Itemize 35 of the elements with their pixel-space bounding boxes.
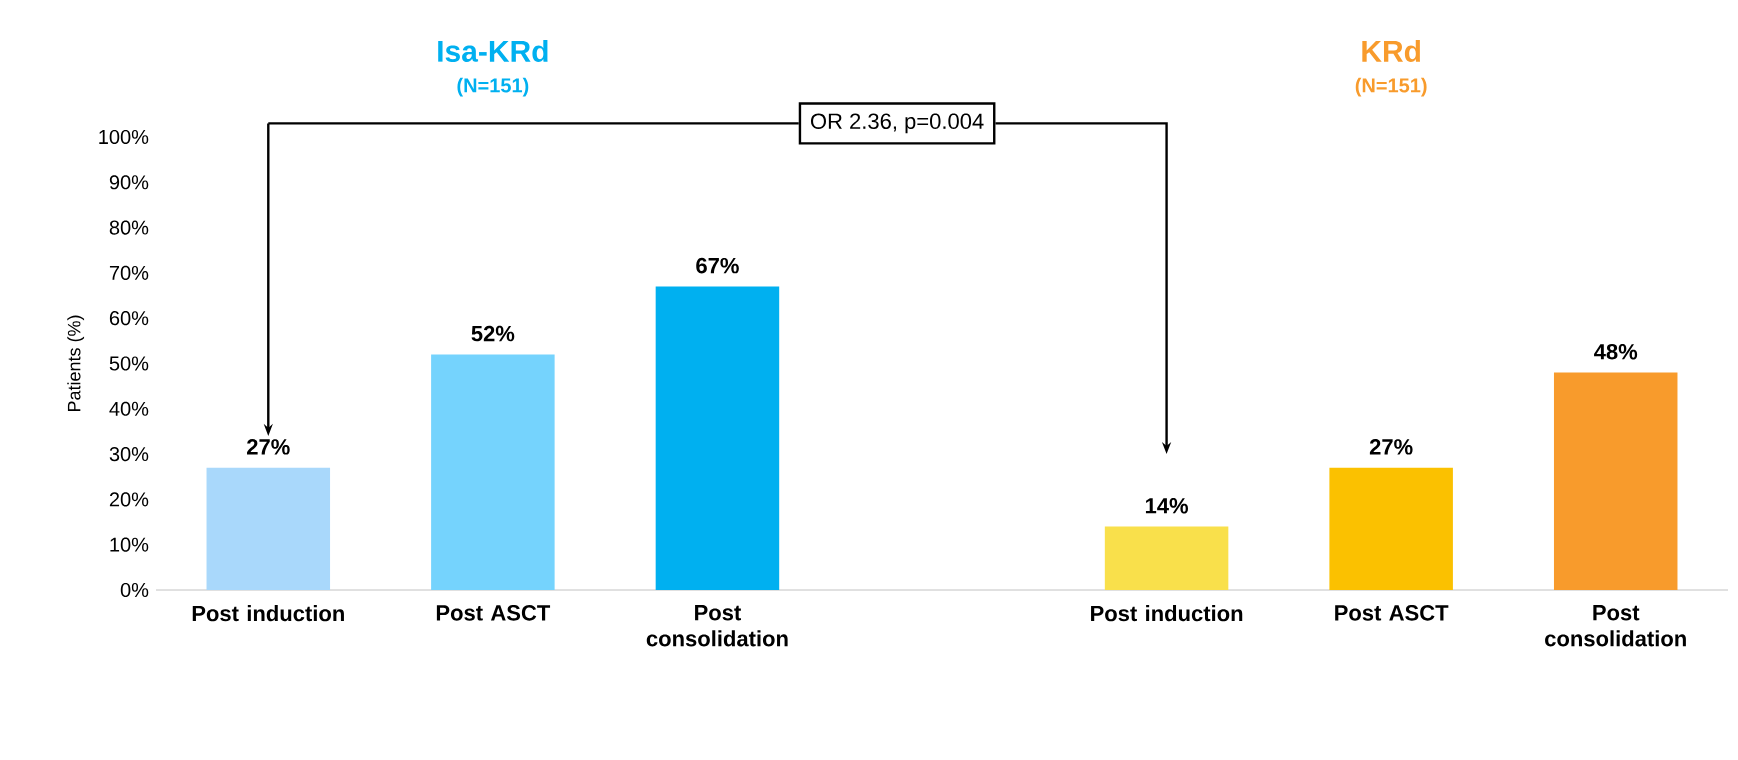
y-tick-label: 70% (109, 265, 149, 280)
bar (431, 354, 555, 590)
text: (N=151) (457, 77, 529, 97)
bar (1329, 467, 1453, 590)
bar (1104, 526, 1229, 590)
data-label: 48% (1594, 343, 1638, 360)
x-tick-label: Post induction (192, 605, 344, 622)
text: (N=151) (1355, 77, 1427, 97)
x-tick-label: Post induction (1091, 605, 1243, 622)
y-tick-label: 40% (109, 401, 149, 416)
y-tick-label: 20% (109, 492, 149, 507)
bar (655, 286, 780, 590)
y-tick-label: 30% (109, 447, 149, 462)
data-label: 27% (247, 439, 290, 455)
bar (1553, 372, 1678, 590)
y-tick-label: 90% (109, 175, 149, 190)
data-label: 52% (471, 325, 515, 342)
y-tick-label: 0% (120, 582, 149, 598)
y-tick-label: 100% (99, 129, 149, 145)
text: Isa-KRd (438, 39, 548, 62)
x-tick-label: Post consolidation (646, 605, 788, 647)
data-label: 14% (1145, 498, 1189, 514)
y-tick-label: 60% (109, 311, 149, 326)
y-tick-label: 10% (110, 537, 149, 552)
bar (206, 467, 331, 590)
y-tick-label: 50% (109, 356, 149, 371)
text: OR 2.36, p=0.004 (810, 113, 984, 134)
data-label: 27% (1369, 439, 1413, 455)
text: KRd (1362, 39, 1420, 62)
y-tick-label: 80% (109, 220, 149, 235)
x-tick-label: Post ASCT (1335, 605, 1449, 621)
data-label: 67% (696, 257, 739, 274)
x-tick-label: Post ASCT (436, 605, 551, 621)
x-tick-label: Post consolidation (1545, 605, 1686, 647)
y-axis-title: Patients (%) (67, 315, 85, 412)
